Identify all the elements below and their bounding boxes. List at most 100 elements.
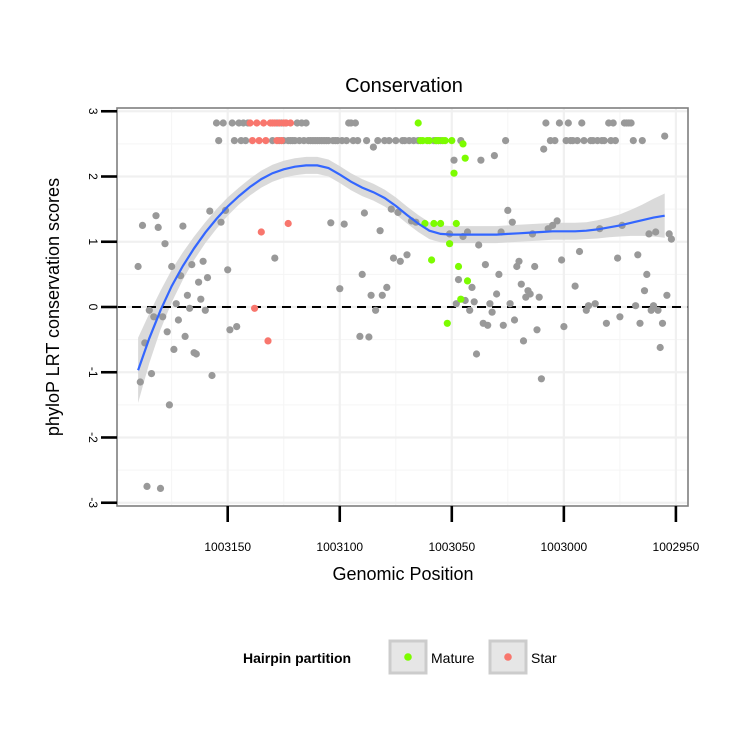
point-other (351, 119, 359, 127)
x-axis-label: Genomic Position (332, 564, 473, 584)
point-star (286, 119, 295, 127)
point-other (147, 370, 156, 378)
legend-swatch-star (504, 653, 512, 661)
point-other (271, 254, 279, 262)
x-tick-label: 1003150 (204, 540, 251, 554)
point-star (284, 219, 292, 228)
y-tick-label: -2 (86, 432, 100, 443)
point-mature (450, 169, 458, 177)
legend-swatch-mature (404, 653, 412, 661)
point-other (228, 119, 236, 127)
legend-label-star: Star (531, 650, 557, 666)
plot-panel (116, 107, 689, 507)
point-other (531, 262, 539, 271)
point-other (174, 316, 182, 324)
point-other (396, 257, 404, 265)
point-other (472, 350, 481, 358)
point-other (168, 262, 176, 271)
point-other (553, 217, 561, 225)
point-other (387, 205, 395, 213)
point-other (212, 119, 221, 127)
point-other (389, 254, 398, 262)
x-tick-label: 1002950 (653, 540, 700, 554)
point-other (203, 274, 212, 282)
point-other (138, 221, 147, 229)
point-other (658, 319, 667, 327)
point-other (186, 304, 194, 312)
point-other (656, 343, 664, 352)
point-other (219, 119, 227, 127)
point-other (614, 254, 622, 262)
point-other (549, 221, 557, 229)
point-other (573, 137, 581, 145)
point-other (654, 306, 662, 314)
point-other (499, 321, 507, 329)
point-other (179, 222, 187, 230)
point-other (369, 143, 377, 151)
legend-item-mature: Mature (388, 639, 475, 675)
point-other (488, 308, 496, 316)
point-other (558, 256, 566, 264)
point-other (199, 257, 207, 265)
point-other (580, 137, 588, 145)
point-other (495, 270, 503, 278)
point-other (600, 137, 608, 145)
point-other (134, 262, 142, 271)
point-other (224, 266, 232, 274)
point-star (255, 137, 263, 145)
point-mature (441, 137, 449, 145)
y-tick-label: 1 (86, 238, 100, 245)
point-other (452, 300, 460, 308)
point-other (217, 218, 225, 226)
point-other (372, 306, 380, 314)
point-other (165, 401, 173, 409)
point-mature (448, 137, 456, 145)
point-other (374, 137, 382, 145)
point-other (540, 145, 548, 153)
point-other (385, 137, 393, 145)
point-other (481, 261, 489, 269)
point-other (661, 132, 669, 140)
point-star (262, 137, 270, 145)
point-other (490, 152, 498, 160)
point-other (636, 319, 644, 327)
y-tick-label: -3 (86, 497, 100, 508)
point-other (195, 278, 203, 286)
point-other (392, 137, 400, 145)
point-other (136, 378, 144, 386)
point-mature (414, 119, 422, 127)
point-other (150, 313, 158, 321)
y-tick-label: -1 (86, 367, 100, 378)
point-other (564, 119, 572, 127)
point-other (170, 345, 178, 353)
point-other (526, 290, 534, 298)
point-other (172, 300, 180, 308)
point-star (264, 337, 272, 345)
point-mature (454, 262, 463, 271)
point-star (248, 137, 256, 145)
point-other (383, 283, 391, 291)
point-other (363, 137, 371, 145)
point-other (504, 206, 512, 214)
point-other (161, 240, 169, 248)
point-other (667, 235, 676, 243)
point-other (643, 270, 651, 278)
point-other (560, 323, 568, 331)
smooth-curve (137, 164, 665, 371)
point-other (602, 319, 611, 327)
point-other (450, 156, 458, 164)
point-other (403, 251, 411, 259)
point-other (663, 291, 671, 299)
point-other (578, 119, 586, 127)
point-other (502, 137, 510, 145)
point-other (154, 223, 162, 231)
point-mature (437, 219, 445, 228)
point-other (640, 287, 649, 295)
point-other (183, 291, 191, 299)
point-other (551, 137, 559, 145)
point-other (591, 300, 599, 308)
point-other (493, 290, 501, 298)
point-other (632, 302, 640, 310)
point-other (152, 212, 160, 220)
